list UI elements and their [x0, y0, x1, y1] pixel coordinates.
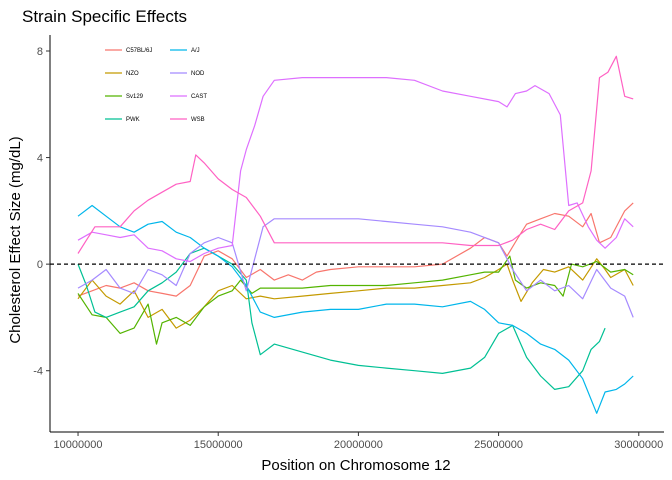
y-axis-ticks: -4 0 4 8 [33, 46, 50, 378]
series-line-nod [77, 218, 634, 318]
legend-item: CAST [170, 94, 207, 100]
legend-item: PWK [105, 117, 140, 123]
legend-item: NZO [105, 71, 139, 77]
legend-item: A/J [170, 48, 200, 54]
chart-title: Strain Specific Effects [22, 7, 187, 26]
x-tick-label: 20000000 [334, 439, 383, 451]
x-axis-ticks: 10000000 15000000 20000000 25000000 30000000 [54, 432, 663, 451]
legend-item: NOD [170, 71, 205, 77]
x-axis-title: Position on Chromosome 12 [261, 457, 450, 474]
y-tick-label: 4 [37, 153, 43, 165]
series-line-nzo [77, 258, 634, 329]
series-line-pwk [77, 247, 606, 390]
series-line-c57bl-6j [77, 202, 634, 297]
legend-label: NZO [126, 71, 139, 77]
x-tick-label: 25000000 [474, 439, 523, 451]
series-line-sv129 [77, 255, 634, 345]
legend-label: Sv129 [126, 94, 144, 100]
legend-label: PWK [126, 117, 140, 123]
y-tick-label: 0 [37, 259, 43, 271]
x-tick-label: 15000000 [194, 439, 243, 451]
series-line-a-j [77, 204, 634, 414]
legend-item: Sv129 [105, 94, 144, 100]
x-tick-label: 10000000 [54, 439, 103, 451]
legend-label: WSB [191, 117, 205, 123]
plot-area [50, 55, 664, 414]
legend: C57BL/6J NZO Sv129 PWK A/J NOD CAST WSB [105, 48, 207, 123]
legend-item: WSB [170, 117, 205, 123]
legend-label: A/J [191, 48, 200, 54]
legend-label: CAST [191, 94, 207, 100]
x-tick-label: 30000000 [614, 439, 663, 451]
series-line-wsb [77, 55, 634, 254]
y-tick-label: 8 [37, 46, 43, 58]
series-line-cast [77, 76, 634, 263]
legend-label: NOD [191, 71, 205, 77]
legend-item: C57BL/6J [105, 48, 152, 54]
y-axis-title: Cholesterol Effect Size (mg/dL) [7, 136, 24, 343]
y-tick-label: -4 [33, 366, 43, 378]
legend-label: C57BL/6J [126, 48, 152, 54]
